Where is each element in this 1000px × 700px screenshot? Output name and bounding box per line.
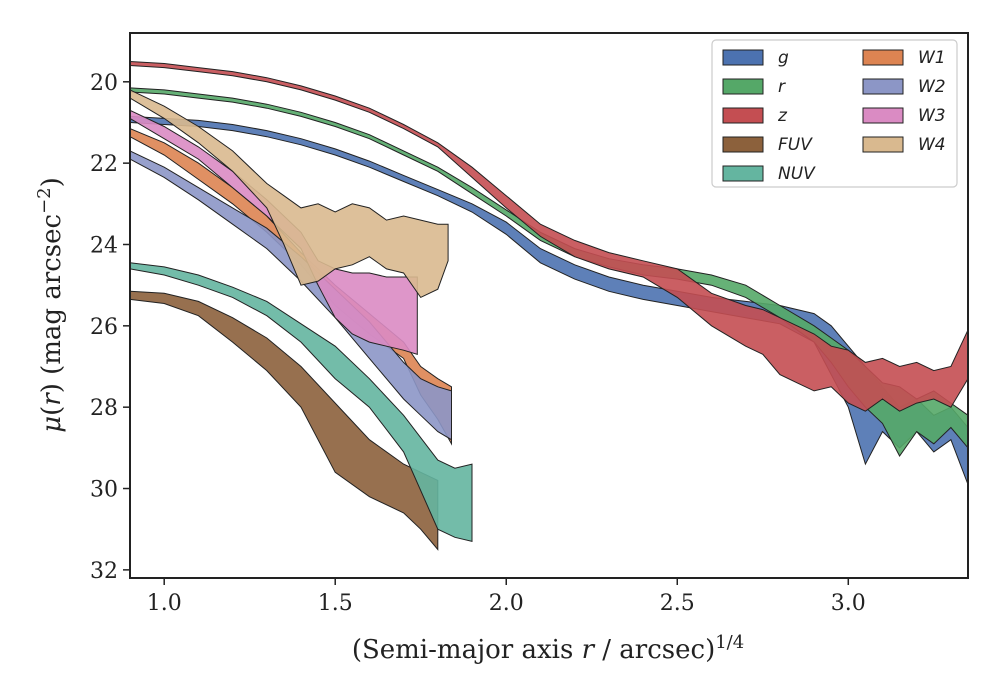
band-z	[130, 60, 968, 412]
legend-swatch-z	[722, 107, 764, 124]
legend-label-g: g	[778, 48, 789, 68]
y-tick-label: 20	[90, 71, 118, 96]
legend-label-w2: W2	[918, 77, 946, 97]
legend-label-w4: W4	[918, 135, 946, 155]
legend-swatch-w4	[862, 136, 904, 153]
band-w2	[130, 150, 452, 441]
y-axis-ticks: 20 22 24 26 28 30 32	[90, 71, 130, 584]
band-g	[130, 115, 968, 485]
x-axis-title: (Semi-major axis r / arcsec)1/4	[352, 632, 744, 665]
x-axis-ticks: 1.0 1.5 2.0 2.5 3.0	[147, 578, 866, 616]
legend-swatch-g	[722, 49, 764, 66]
y-tick-label: 28	[90, 396, 118, 421]
legend-swatch-w3	[862, 107, 904, 124]
legend-label-r: r	[778, 77, 786, 97]
y-tick-label: 30	[90, 478, 118, 503]
legend-swatch-fuv	[722, 136, 764, 153]
band-r	[130, 87, 968, 457]
legend-label-w1: W1	[918, 48, 946, 68]
legend-label-w3: W3	[918, 106, 946, 126]
y-tick-label: 22	[90, 152, 118, 177]
profile-bands	[130, 60, 968, 551]
legend-swatch-w2	[862, 78, 904, 95]
legend-label-nuv: NUV	[778, 164, 816, 184]
legend-label-fuv: FUV	[778, 135, 813, 155]
x-tick-label: 1.0	[147, 591, 182, 616]
x-tick-label: 2.5	[660, 591, 695, 616]
y-tick-label: 32	[90, 559, 118, 584]
y-tick-label: 24	[90, 233, 118, 258]
legend-swatch-nuv	[722, 165, 764, 182]
x-tick-label: 3.0	[831, 591, 866, 616]
plot-frame	[129, 32, 969, 579]
band-nuv	[130, 262, 473, 543]
legend: grz FUV NUV W1 W2 W3 W4	[711, 39, 958, 188]
legend-swatch-r	[722, 78, 764, 95]
x-tick-label: 2.0	[489, 591, 524, 616]
x-tick-label: 1.5	[318, 591, 353, 616]
band-fuv	[130, 290, 439, 551]
y-axis-title: μ(r) (mag arcsec−2)	[34, 177, 67, 433]
band-w4	[130, 89, 449, 299]
legend-label-z: z	[777, 106, 788, 126]
legend-swatch-w1	[862, 49, 904, 66]
y-tick-label: 26	[90, 315, 118, 340]
